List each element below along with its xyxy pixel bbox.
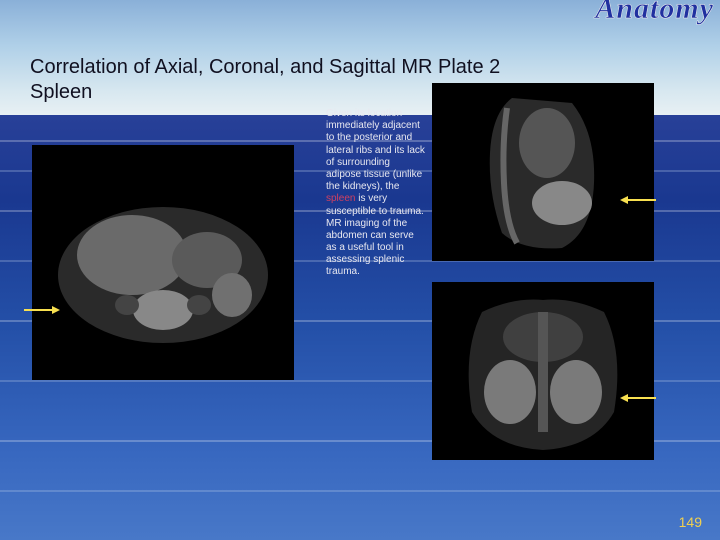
arrow-shaft xyxy=(628,199,656,201)
description-text: Given its location immediately adjacent … xyxy=(326,108,426,279)
desc-pre: Given its location immediately adjacent … xyxy=(326,108,425,192)
desc-post: is very susceptible to trauma. MR imagin… xyxy=(326,193,424,277)
arrow-shaft xyxy=(628,397,656,399)
slide-title: Correlation of Axial, Coronal, and Sagit… xyxy=(30,55,500,105)
arrow-shaft xyxy=(24,309,52,311)
title-line-1: Correlation of Axial, Coronal, and Sagit… xyxy=(30,56,500,78)
mr-image-axial xyxy=(32,145,294,380)
watermark-anatomy: Anatomy xyxy=(595,0,714,26)
title-line-2: Spleen xyxy=(30,81,92,103)
desc-highlight: spleen xyxy=(326,193,355,204)
arrow-head-icon xyxy=(52,306,60,314)
mr-image-sagittal xyxy=(432,83,654,261)
wave xyxy=(0,490,720,492)
page-number: 149 xyxy=(679,514,702,530)
mr-image-coronal xyxy=(432,282,654,460)
arrow-head-icon xyxy=(620,196,628,204)
arrow-head-icon xyxy=(620,394,628,402)
